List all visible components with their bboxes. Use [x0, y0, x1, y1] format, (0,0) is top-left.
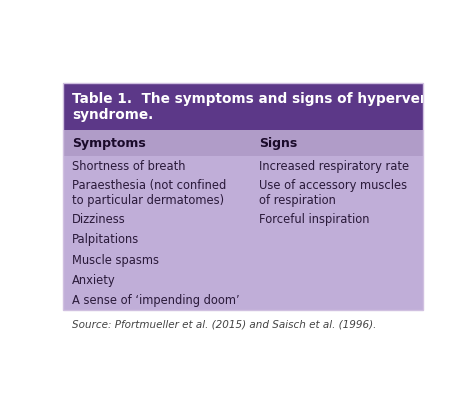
FancyBboxPatch shape — [63, 130, 423, 156]
Text: Forceful inspiration: Forceful inspiration — [259, 213, 370, 226]
Text: A sense of ‘impending doom’: A sense of ‘impending doom’ — [72, 294, 240, 307]
Text: Paraesthesia (not confined
to particular dermatomes): Paraesthesia (not confined to particular… — [72, 179, 227, 207]
Text: Signs: Signs — [259, 137, 298, 150]
FancyBboxPatch shape — [63, 83, 423, 130]
Text: Use of accessory muscles
of respiration: Use of accessory muscles of respiration — [259, 179, 408, 207]
Text: Muscle spasms: Muscle spasms — [72, 253, 159, 266]
Text: Anxiety: Anxiety — [72, 274, 116, 287]
FancyBboxPatch shape — [63, 130, 423, 310]
Text: Increased respiratory rate: Increased respiratory rate — [259, 160, 410, 173]
Text: Palpitations: Palpitations — [72, 233, 139, 246]
Text: Shortness of breath: Shortness of breath — [72, 160, 186, 173]
Text: Table 1.  The symptoms and signs of hyperventilation
syndrome.: Table 1. The symptoms and signs of hyper… — [72, 92, 474, 122]
Text: Symptoms: Symptoms — [72, 137, 146, 150]
Text: Dizziness: Dizziness — [72, 213, 126, 226]
Text: Source: Pfortmueller et al. (2015) and Saisch et al. (1996).: Source: Pfortmueller et al. (2015) and S… — [72, 320, 376, 329]
